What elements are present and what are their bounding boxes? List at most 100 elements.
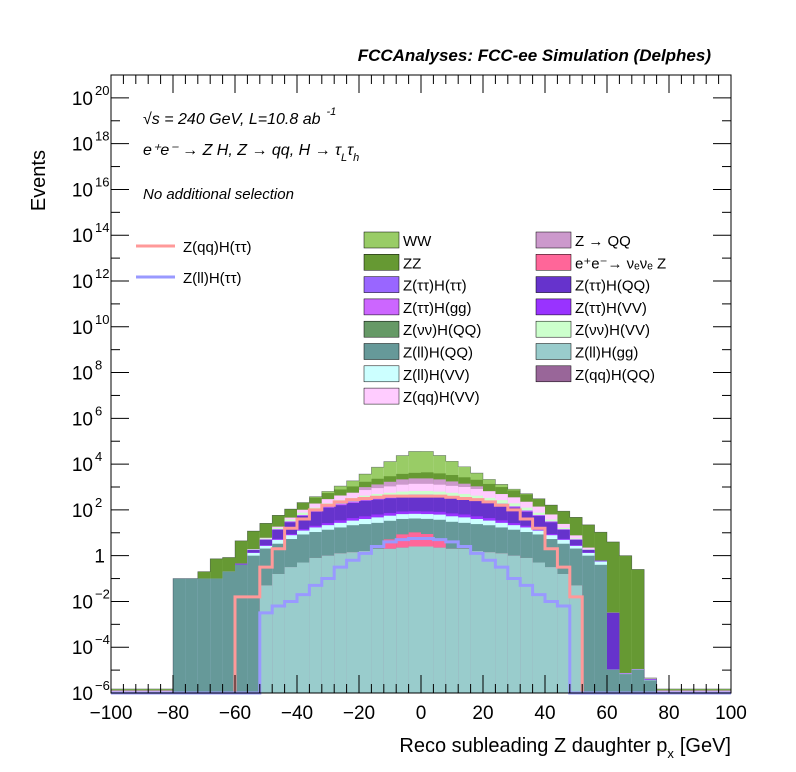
svg-text:Reco subleading Z daughter px[: Reco subleading Z daughter px [GeV] <box>399 735 731 761</box>
x-tick-label: −40 <box>281 703 313 724</box>
legend-label: Z(ll)H(gg) <box>575 345 638 362</box>
legend-label: Z(ττ)H(gg) <box>403 300 472 317</box>
y-tick-label: 10 <box>72 501 93 522</box>
bar-z-ll-h-gg- <box>383 548 397 693</box>
bar-z-ll-h-gg- <box>557 573 570 693</box>
bar-z-ll-h-gg- <box>309 557 322 693</box>
y-tick-exponent: 2 <box>95 495 102 510</box>
legend-label: Z(νν)H(QQ) <box>403 322 481 339</box>
bar-z-ll-h-gg- <box>371 548 384 693</box>
bar-z-ll-h-qq- <box>185 578 198 693</box>
y-tick-exponent: 6 <box>95 403 102 418</box>
bar-z-ll-h-qq- <box>235 564 248 693</box>
y-tick-label: 10 <box>72 364 93 385</box>
y-tick-exponent: 4 <box>95 449 102 464</box>
x-axis-label-unit: [GeV] <box>680 735 731 757</box>
y-tick-exponent: −2 <box>95 586 110 601</box>
legend-swatch <box>535 343 572 360</box>
line-z-qq-h- <box>111 494 731 695</box>
y-tick-label: 10 <box>72 592 93 613</box>
y-tick-label: 10 <box>72 89 93 110</box>
x-axis-label-sub: x <box>667 746 674 761</box>
legend-swatch <box>535 320 572 338</box>
legend-swatch <box>363 276 400 293</box>
legend-swatch <box>363 387 400 405</box>
bar-z-ll-h-gg- <box>421 546 434 693</box>
legend-swatch <box>363 365 400 383</box>
y-tick-label: 10 <box>72 455 93 476</box>
y-tick-exponent: 12 <box>95 266 109 281</box>
bar-z-ll-h-gg- <box>532 562 545 693</box>
x-tick-label: −100 <box>90 703 133 724</box>
bar-z-ll-h-gg- <box>259 585 273 693</box>
x-tick-label: −20 <box>343 703 375 724</box>
legend-label: Z(ττ)H(ττ) <box>403 278 467 295</box>
y-tick-exponent: 20 <box>95 83 109 98</box>
x-axis-label: Reco subleading Z daughter px [GeV] <box>399 735 731 761</box>
legend-label: e⁺e⁻→ νₑνₑ Z <box>575 255 666 272</box>
bar-z-ll-h-gg- <box>483 552 496 693</box>
bar-z-ll-h-qq- <box>210 578 223 693</box>
bar-z-ll-h-qq- <box>247 555 260 693</box>
bar-z-ll-h-qq- <box>582 555 595 693</box>
bar-zz <box>631 569 645 693</box>
legend-label: Z(ll)H(VV) <box>403 367 470 384</box>
x-tick-label: −80 <box>157 703 189 724</box>
legend-line-label: Z(ll)H(ττ) <box>183 270 242 287</box>
bar-z-ll-h-qq- <box>594 564 607 693</box>
legend-swatch <box>535 254 572 271</box>
y-tick-exponent: −6 <box>95 678 110 693</box>
legend-swatch <box>535 365 572 383</box>
chart-title: FCCAnalyses: FCC-ee Simulation (Delphes) <box>358 46 712 65</box>
legend-label: Z(ττ)H(VV) <box>575 300 647 317</box>
legend-label: Z(νν)H(VV) <box>575 322 650 339</box>
bar-z-ll-h-gg- <box>445 548 459 693</box>
process-sub2: h <box>353 152 359 164</box>
y-tick-label: 10 <box>72 135 93 156</box>
bar-z-ll-h-gg- <box>408 546 421 693</box>
x-tick-label: 80 <box>658 703 679 724</box>
x-tick-label: 100 <box>715 703 747 724</box>
bar-z-ll-h-gg- <box>433 547 446 693</box>
y-tick-label: 10 <box>72 180 93 201</box>
bar-z-ll-h-qq- <box>607 669 620 693</box>
y-tick-label: 10 <box>72 409 93 430</box>
legend-label: ZZ <box>403 255 421 272</box>
bar-z-ll-h-qq- <box>222 571 235 693</box>
legend-label: Z(qq)H(QQ) <box>575 367 655 384</box>
bar-zz <box>619 555 632 693</box>
y-tick-label: 10 <box>72 318 93 339</box>
y-tick-label: 10 <box>72 638 93 659</box>
y-tick-exponent: 18 <box>95 129 109 144</box>
legend-swatch <box>363 254 400 271</box>
legend-label: Z(ττ)H(QQ) <box>575 278 650 295</box>
process-annotation: e⁺e⁻ → Z H, Z → qq, H → τLτh <box>143 142 359 164</box>
bar-z-ll-h-gg- <box>507 555 521 693</box>
x-tick-label: 60 <box>596 703 617 724</box>
bar-z-ll-h-gg- <box>359 551 372 693</box>
bar-z-ll-h-gg- <box>470 551 483 693</box>
process-text: e⁺e⁻ → Z H, Z → qq, H → τ <box>143 142 342 159</box>
bar-z-ll-h-qq- <box>619 674 632 693</box>
legend-swatch <box>363 298 400 316</box>
y-axis-label: Events <box>28 150 50 211</box>
x-tick-label: 0 <box>416 703 427 724</box>
x-tick-label: 20 <box>472 703 493 724</box>
bar-z-ll-h-gg- <box>297 562 310 693</box>
stacked-histogram-bars <box>111 451 731 693</box>
bar-z-ll-h-gg- <box>545 567 558 693</box>
legend-swatch <box>535 276 572 293</box>
legend-label: WW <box>403 233 432 250</box>
legend: Z(qq)H(ττ) Z(ll)H(ττ) WW ZZ Z(ττ)H(ττ) Z(ττ)H… <box>136 231 666 406</box>
bar-z-ll-h-qq- <box>197 578 211 693</box>
x-tick-label: 40 <box>534 703 555 724</box>
legend-label: Z(qq)H(VV) <box>403 389 480 406</box>
bar-z-ll-h-qq- <box>631 669 645 693</box>
bar-z-ll-h-gg- <box>396 547 409 693</box>
legend-swatch <box>363 320 400 338</box>
y-tick-exponent: 10 <box>95 312 109 327</box>
legend-swatch <box>535 231 572 249</box>
bar-z-ll-h-gg- <box>334 553 347 693</box>
bar-z-ll-h-gg- <box>520 557 533 693</box>
